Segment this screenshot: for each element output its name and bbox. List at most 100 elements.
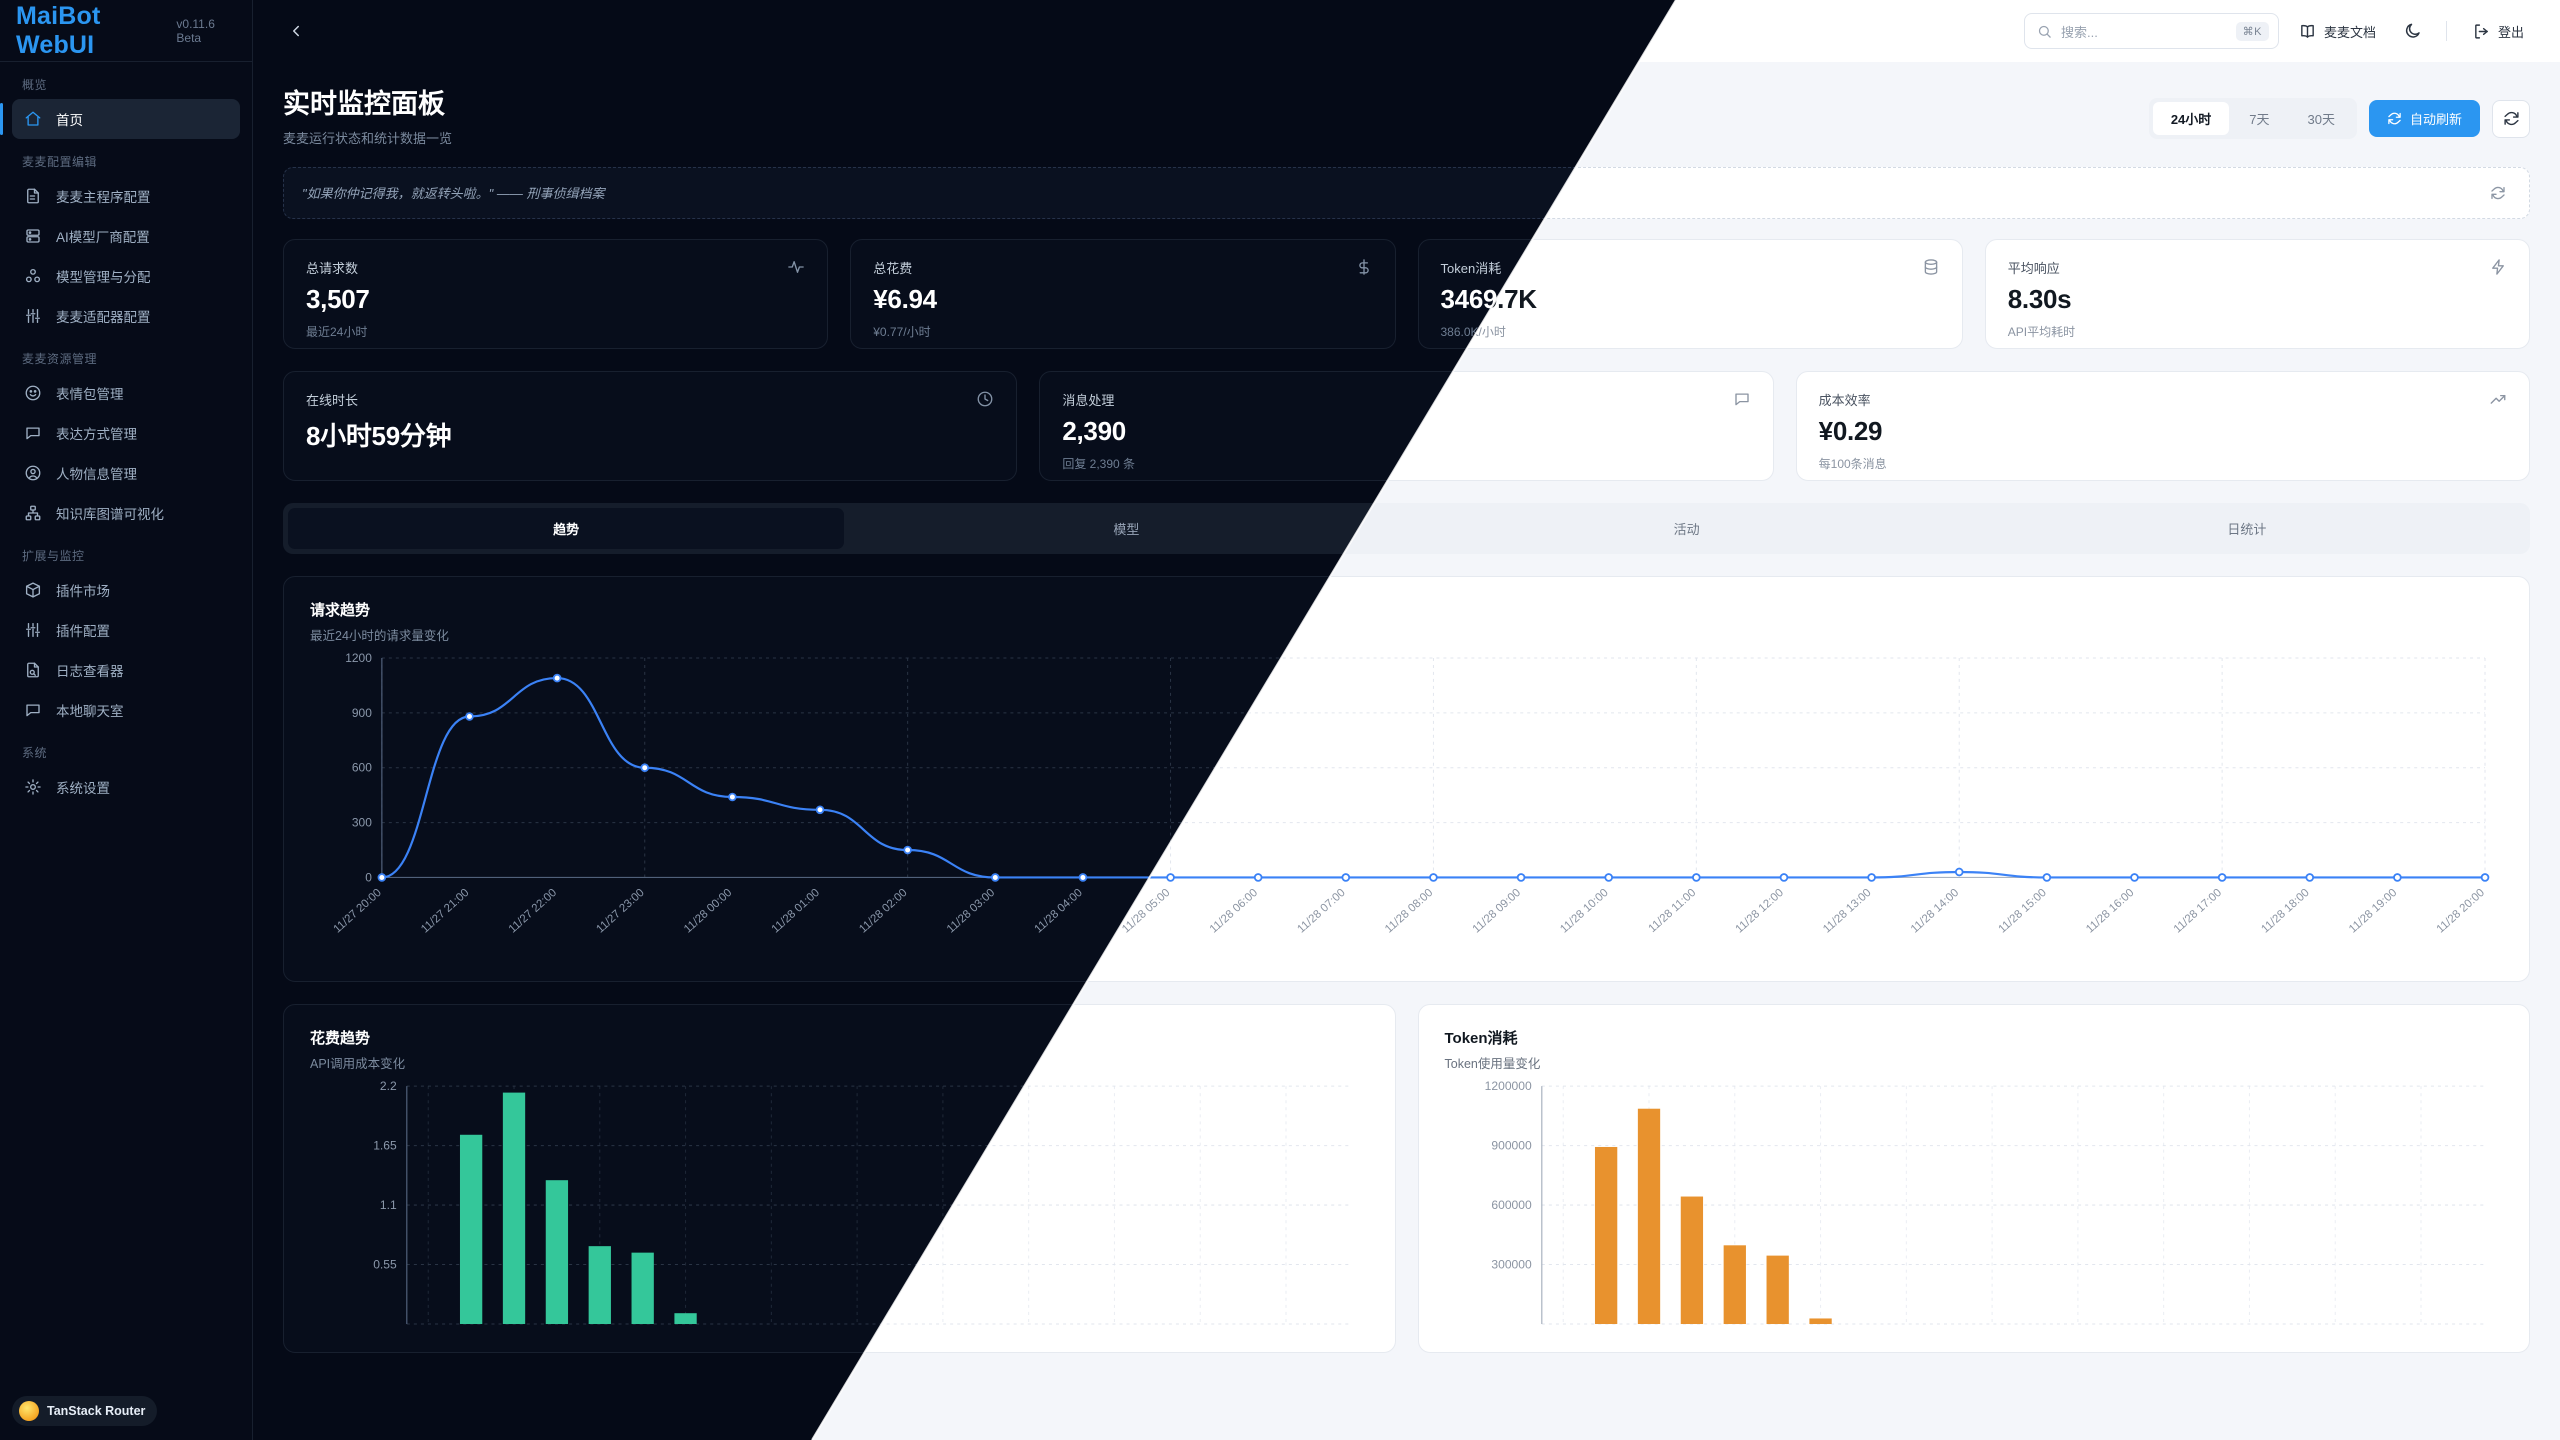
sidebar-item-3-3[interactable]: 本地聊天室: [12, 690, 240, 730]
time-range-option-0[interactable]: 24小时: [2152, 102, 2230, 135]
logout-button[interactable]: 登出: [2463, 13, 2534, 49]
sidebar-item-3-0[interactable]: 插件市场: [12, 570, 240, 610]
line-point: [465, 711, 474, 721]
sidebar-item-label: 日志查看器: [56, 664, 124, 679]
file-text-icon: [27, 188, 39, 204]
svg-text:11/27 20:00: 11/27 20:00: [331, 886, 383, 935]
tab-1[interactable]: 模型: [1113, 521, 1140, 537]
line-point: [2305, 872, 2315, 882]
sidebar-item-2-3[interactable]: 知识库图谱可视化: [12, 493, 240, 533]
gear-icon: [25, 779, 41, 795]
line-point: [2393, 872, 2402, 882]
search-input[interactable]: 搜索... ⌘K: [2023, 13, 2279, 49]
line-point: [2217, 872, 2227, 882]
line-point: [377, 872, 387, 882]
svg-text:1.1: 1.1: [380, 1198, 397, 1212]
line-point: [1692, 872, 1701, 882]
svg-text:11/28 20:00: 11/28 20:00: [2435, 886, 2487, 935]
dollar-icon: [1358, 258, 1369, 275]
stat-sublabel: 386.0K/小时: [1441, 323, 1940, 340]
line-point: [2042, 872, 2052, 882]
sidebar-nav: 概览首页麦麦配置编辑麦麦主程序配置 AI模型厂商配置模型管理与分配麦麦适配器配置麦…: [0, 62, 252, 807]
line-point: [728, 792, 737, 802]
database-icon: [1924, 259, 1938, 275]
sidebar-group-label: 麦麦资源管理: [22, 352, 98, 366]
svg-text:11/28 16:00: 11/28 16:00: [2084, 886, 2136, 935]
docs-link[interactable]: 麦麦文档: [2289, 13, 2386, 49]
stat-card-head: 平均响应: [2008, 258, 2507, 277]
stat-card-head: 在线时长: [306, 390, 994, 409]
sidebar-item-label: 知识库图谱可视化: [56, 507, 164, 522]
sidebar-group-label: 概览: [22, 78, 48, 92]
sidebar-item-label: 麦麦适配器配置: [56, 310, 151, 325]
line-point: [1954, 867, 1964, 877]
bar: [1637, 1108, 1660, 1325]
sidebar-item-1-2[interactable]: 模型管理与分配: [12, 256, 240, 296]
line-point: [1429, 872, 1438, 882]
tab-0[interactable]: 趋势: [288, 507, 845, 549]
logout-label: 登出: [2497, 24, 2524, 40]
search-icon: [2038, 25, 2051, 38]
stat-value: ¥0.29: [1818, 415, 1883, 446]
svg-text:11/27 23:00: 11/27 23:00: [594, 886, 646, 935]
bar-chart-canvas: 0.55 1.1 1.65 2.2: [310, 1072, 1369, 1334]
svg-text:11/28 06:00: 11/28 06:00: [1208, 886, 1260, 935]
svg-text:2.2: 2.2: [380, 1079, 397, 1093]
stat-value: 3469.7K: [1441, 284, 1940, 315]
auto-refresh-label: 自动刷新: [2409, 112, 2462, 127]
line-point: [990, 872, 1000, 882]
sidebar-item-label: 模型管理与分配: [56, 270, 151, 285]
sidebar-item-4-0[interactable]: 系统设置: [12, 767, 240, 807]
svg-text:300: 300: [352, 815, 372, 829]
sidebar: MaiBot WebUI v0.11.6 Beta 概览首页麦麦配置编辑麦麦主程…: [0, 0, 253, 1440]
sidebar-item-3-1[interactable]: 插件配置: [12, 610, 240, 650]
line-point: [1779, 872, 1789, 882]
quote-refresh-button[interactable]: [2485, 180, 2511, 206]
app-logo-text: MaiBot WebUI: [16, 1, 101, 59]
time-range-option-2[interactable]: 30天: [2307, 112, 2335, 127]
stat-value: 8.30s: [2007, 283, 2072, 314]
sidebar-header: MaiBot WebUI v0.11.6 Beta: [0, 0, 252, 62]
stat-card-3: 平均响应 8.30s API平均耗时: [1984, 238, 2530, 349]
stat-card-head: 成本效率: [1819, 390, 2507, 409]
time-range-option-1[interactable]: 7天: [2249, 112, 2270, 127]
sidebar-item-1-0[interactable]: 麦麦主程序配置: [12, 176, 240, 216]
bar: [1680, 1196, 1703, 1325]
manual-refresh-button[interactable]: [2492, 99, 2530, 138]
sidebar-item-1-1[interactable]: AI模型厂商配置: [12, 216, 240, 256]
svg-text:11/28 09:00: 11/28 09:00: [1471, 886, 1523, 935]
auto-refresh-button[interactable]: 自动刷新: [2368, 100, 2480, 137]
sidebar-item-2-0[interactable]: 表情包管理: [12, 373, 240, 413]
svg-text:900: 900: [352, 706, 372, 720]
line-point: [2480, 872, 2490, 882]
sidebar-item-label: 插件市场: [56, 584, 110, 599]
sliders-icon: [26, 622, 40, 638]
sidebar-item-1-3[interactable]: 麦麦适配器配置: [12, 296, 240, 336]
theme-toggle-button[interactable]: [2396, 14, 2430, 48]
bar: [588, 1246, 611, 1325]
logout-icon: [2475, 23, 2488, 39]
sidebar-item-2-1[interactable]: 表达方式管理: [12, 413, 240, 453]
svg-text:11/28 15:00: 11/28 15:00: [1996, 886, 2048, 935]
line-point: [903, 845, 912, 855]
back-button[interactable]: [279, 14, 313, 48]
tanstack-router-badge[interactable]: TanStack Router: [12, 1396, 158, 1426]
sidebar-item-3-2[interactable]: 日志查看器: [12, 650, 240, 690]
svg-text:1.65: 1.65: [373, 1139, 397, 1153]
stat-card-1: 总花费 ¥6.94 ¥0.77/小时: [850, 238, 1396, 349]
sidebar-item-label: 插件配置: [56, 624, 110, 639]
stat-card-0: 总请求数 3,507 最近24小时: [283, 238, 829, 349]
page-title: 实时监控面板: [283, 89, 445, 119]
sidebar-item-label: 表达方式管理: [56, 427, 137, 442]
svg-text:11/28 04:00: 11/28 04:00: [1032, 886, 1084, 935]
line-point: [640, 763, 650, 772]
sidebar-item-2-2[interactable]: 人物信息管理: [12, 453, 240, 493]
chart-card-token-usage: Token消耗 Token使用量变化 300000 600000 900000 120…: [1417, 1004, 2530, 1354]
stat-card-head: 总请求数: [306, 258, 805, 277]
tab-2[interactable]: 活动: [1673, 521, 1700, 537]
sidebar-item-0-0[interactable]: 首页: [0, 99, 240, 139]
search-placeholder: 搜索...: [2060, 24, 2098, 40]
svg-text:11/28 07:00: 11/28 07:00: [1295, 886, 1347, 935]
line-point: [1516, 872, 1526, 882]
tab-3[interactable]: 日统计: [2227, 521, 2267, 537]
